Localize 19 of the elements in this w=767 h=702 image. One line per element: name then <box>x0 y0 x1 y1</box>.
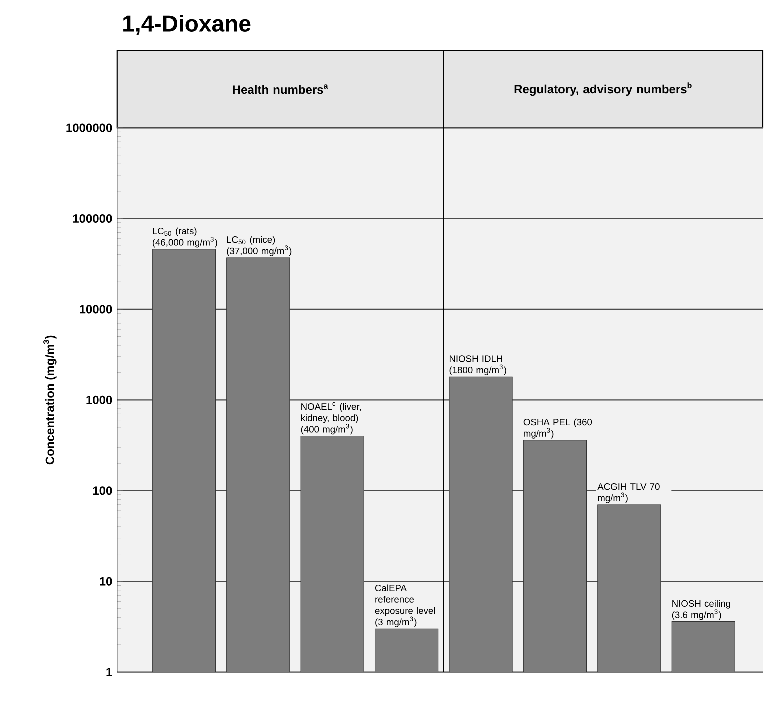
chart-title: 1,4-Dioxane <box>124 15 251 36</box>
y-tick-label: 100000 <box>73 214 112 224</box>
data-label: LC$_{50}$ (rats) (46,000 mg/m$^{3}$) <box>152 228 218 248</box>
text: Health numbers$^{a}$ <box>233 84 328 94</box>
y-tick-label: 1 <box>106 668 112 677</box>
data-label: NOAEL$^{c}$ (liver, kidney, blood) (400 mg/m$^{3}$) <box>301 402 362 435</box>
y-tick-label: 10000 <box>80 305 112 314</box>
text: Regulatory, advisory numbers$^{b}$ <box>514 82 692 96</box>
y-axis-title: Concentration (mg/m$^{3}$) <box>44 336 57 465</box>
y-tick-label: 10 <box>100 578 112 586</box>
y-tick-label: 1000000 <box>66 124 112 132</box>
data-label: CalEPA reference exposure level (3 mg/m$^{3}$) <box>375 584 436 628</box>
data-label: NIOSH IDLH (1800 mg/m$^{3}$) <box>450 356 506 376</box>
data-label: ACGIH TLV 70 mg/m$^{3}$) <box>598 484 660 504</box>
y-tick-label: 100 <box>93 486 112 496</box>
y-tick-label: 1000 <box>86 396 112 405</box>
data-label: NIOSH ceiling (3.6 mg/m$^{3}$) <box>672 600 730 620</box>
data-label: LC$_{50}$ (mice) (37,000 mg/m$^{3}$) <box>227 236 292 257</box>
data-label: OSHA PEL (360 mg/m$^{3}$) <box>524 418 592 439</box>
